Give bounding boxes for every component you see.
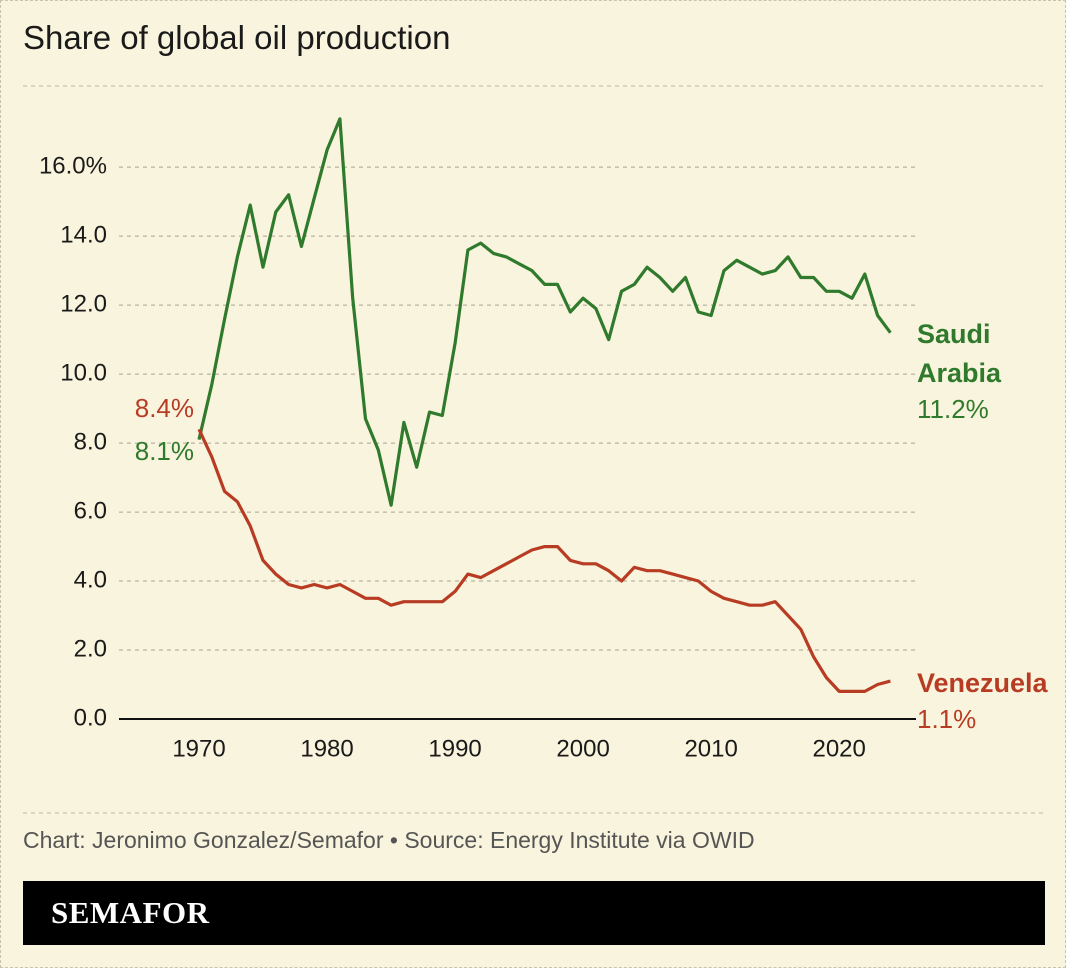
series-label: Saudi Arabia xyxy=(917,319,1002,388)
data-label: 11.2% xyxy=(917,394,989,424)
y-tick-label: 4.0 xyxy=(74,566,107,593)
x-tick-label: 1990 xyxy=(428,735,481,762)
line-series xyxy=(197,428,891,693)
series-label: Venezuela xyxy=(917,668,1048,698)
y-tick-label: 10.0 xyxy=(60,359,107,386)
y-tick-label: 0.0 xyxy=(74,704,107,731)
data-label: 1.1% xyxy=(917,704,976,734)
y-tick-label: 16.0% xyxy=(39,153,107,180)
source-note: Chart: Jeronimo Gonzalez/Semafor • Sourc… xyxy=(23,827,755,853)
x-tick-label: 2010 xyxy=(684,735,737,762)
y-tick-label: 6.0 xyxy=(74,497,107,524)
x-tick-label: 2000 xyxy=(556,735,609,762)
line-series xyxy=(197,117,892,507)
brand-banner: SEMAFOR xyxy=(23,881,1045,945)
data-label: 8.1% xyxy=(135,436,194,466)
data-label: 8.4% xyxy=(135,393,194,423)
x-tick-label: 1970 xyxy=(172,735,225,762)
x-tick-label: 1980 xyxy=(300,735,353,762)
x-tick-label: 2020 xyxy=(812,735,865,762)
chart-title: Share of global oil production xyxy=(23,19,451,56)
y-tick-label: 12.0 xyxy=(60,290,107,317)
y-tick-label: 8.0 xyxy=(74,428,107,455)
y-tick-label: 14.0 xyxy=(60,222,107,249)
y-tick-label: 2.0 xyxy=(74,635,107,662)
brand-logo: SEMAFOR xyxy=(51,895,210,930)
